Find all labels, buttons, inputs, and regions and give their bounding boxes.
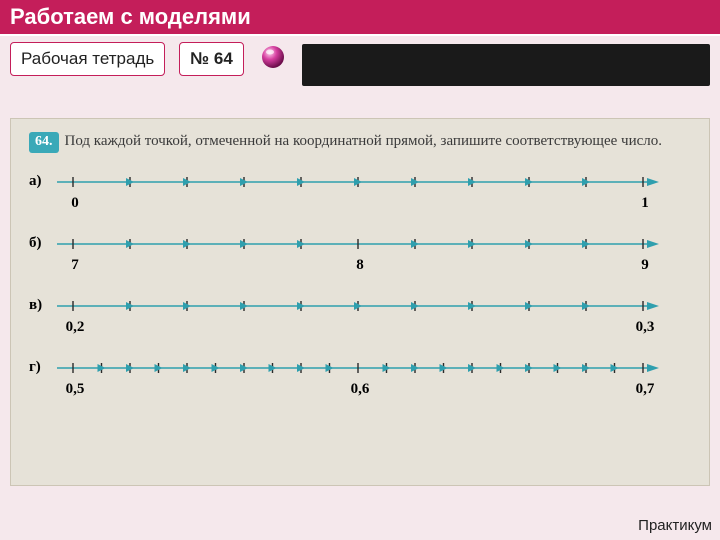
- line-values: 01: [55, 195, 665, 215]
- axis-label: 1: [641, 195, 649, 212]
- dark-strip: [302, 44, 710, 86]
- line-letter: б): [29, 235, 53, 252]
- line-values: 0,5 0,6 0,7: [55, 381, 665, 401]
- axis-label: 9: [641, 257, 649, 274]
- line-values: 7 8 9: [55, 257, 665, 277]
- task-number: № 64: [190, 49, 233, 68]
- exercise-scan: 64. Под каждой точкой, отмеченной на коор…: [10, 118, 710, 486]
- number-lines-host: а)01б)789в)0,20,3г)0,50,60,7: [29, 169, 691, 401]
- workbook-box: Рабочая тетрадь: [10, 42, 165, 76]
- number-line-svg: [53, 231, 663, 257]
- task-number-box: № 64: [179, 42, 244, 76]
- axis-label: 0,3: [636, 319, 655, 336]
- exercise-badge: 64.: [29, 132, 59, 153]
- line-letter: а): [29, 173, 53, 190]
- number-line-svg: [53, 355, 663, 381]
- number-line-svg: [53, 169, 663, 195]
- axis-label: 0,2: [66, 319, 85, 336]
- number-line: б) 7 8 9: [29, 231, 691, 277]
- axis-label: 0: [71, 195, 79, 212]
- slide-title: Работаем с моделями: [0, 0, 720, 36]
- orb-icon: [258, 42, 288, 72]
- header-row: Рабочая тетрадь № 64: [0, 36, 720, 88]
- line-letter: в): [29, 297, 53, 314]
- number-line: в) 0,2 0,3: [29, 293, 691, 339]
- prompt-text: Под каждой точкой, отмеченной на координ…: [65, 133, 663, 149]
- axis-label: 8: [356, 257, 364, 274]
- exercise-prompt: 64. Под каждой точкой, отмеченной на коор…: [29, 131, 691, 153]
- number-line: г) 0,5 0,6 0,7: [29, 355, 691, 401]
- axis-label: 0,7: [636, 381, 655, 398]
- number-line-svg: [53, 293, 663, 319]
- footer-label: Практикум: [638, 517, 712, 534]
- number-line: а)01: [29, 169, 691, 215]
- line-values: 0,2 0,3: [55, 319, 665, 339]
- axis-label: 0,5: [66, 381, 85, 398]
- line-letter: г): [29, 359, 53, 376]
- axis-label: 7: [71, 257, 79, 274]
- workbook-label: Рабочая тетрадь: [21, 49, 154, 68]
- axis-label: 0,6: [351, 381, 370, 398]
